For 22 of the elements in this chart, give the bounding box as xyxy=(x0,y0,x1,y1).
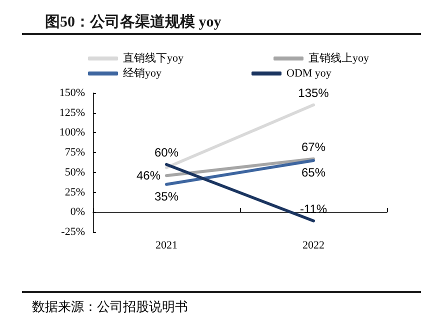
y-tick-label: 75% xyxy=(64,146,85,159)
chart-title: 图50：公司各渠道规模 yoy xyxy=(45,14,222,30)
data-label: 67% xyxy=(301,140,326,154)
data-label: 46% xyxy=(136,168,161,183)
y-tick-label: 0% xyxy=(70,206,85,218)
legend-label: 直销线下yoy xyxy=(123,52,184,64)
x-tick-label: 2021 xyxy=(156,240,178,252)
y-tick-label: 25% xyxy=(64,186,85,198)
y-tick-label: 100% xyxy=(59,126,85,139)
x-tick-label: 2022 xyxy=(302,240,324,252)
legend-label: ODM yoy xyxy=(286,68,332,80)
y-tick-label: 50% xyxy=(64,166,85,178)
data-label: 65% xyxy=(301,166,326,180)
data-label: 135% xyxy=(298,86,330,100)
source-note: 数据来源：公司招股说明书 xyxy=(32,298,188,316)
legend-label: 直销线上yoy xyxy=(308,52,370,64)
data-label: 35% xyxy=(154,189,179,204)
legend-label: 经销yoy xyxy=(123,68,162,80)
data-label: 60% xyxy=(154,145,179,160)
y-tick-label: -25% xyxy=(61,226,85,238)
y-tick-label: 125% xyxy=(59,106,85,119)
y-tick-label: 150% xyxy=(59,87,85,99)
